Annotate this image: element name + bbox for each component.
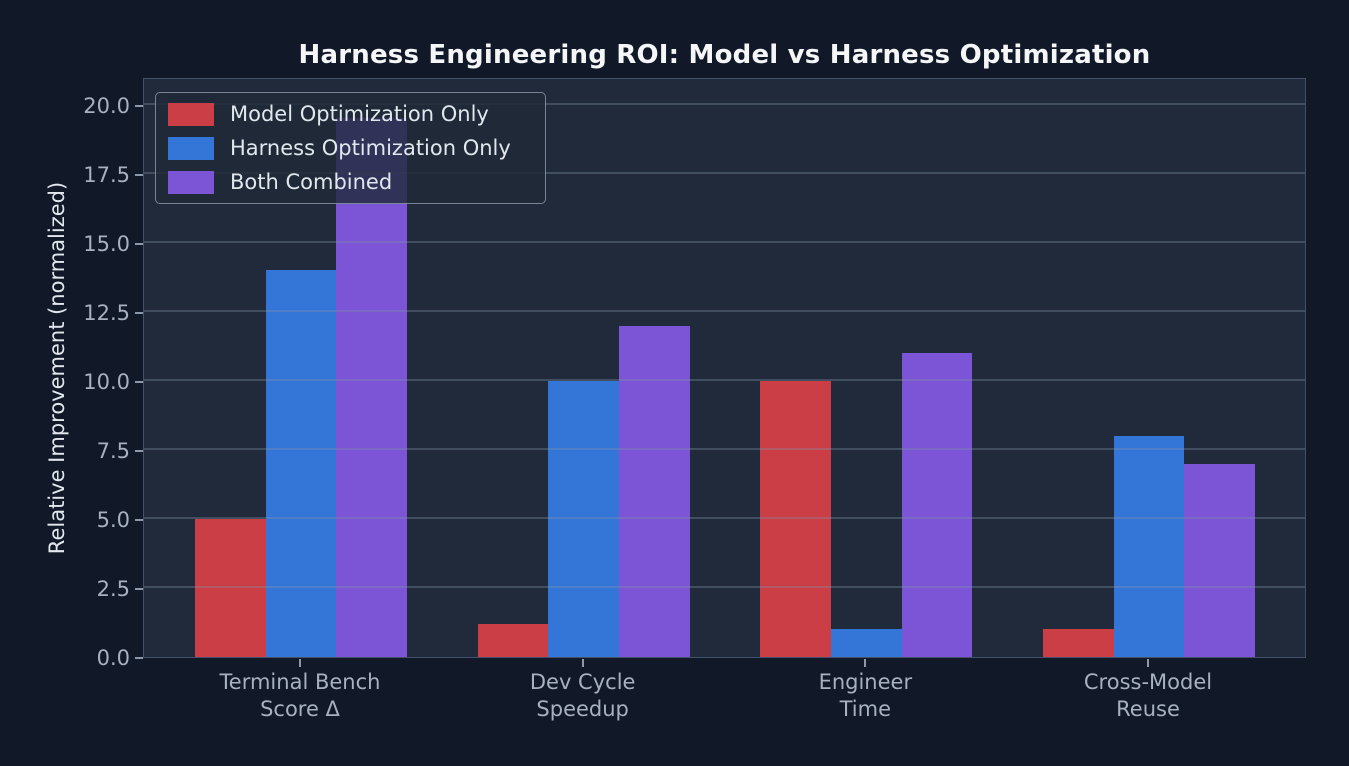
bar xyxy=(195,518,266,657)
y-tick-mark xyxy=(135,242,143,245)
gridline xyxy=(144,379,1305,381)
x-tick-label-line: Engineer xyxy=(818,670,913,694)
bar xyxy=(1043,629,1114,657)
y-tick-mark xyxy=(135,518,143,521)
legend-label: Both Combined xyxy=(230,170,393,194)
x-tick-mark xyxy=(864,659,867,667)
bar xyxy=(336,118,407,657)
gridline xyxy=(144,517,1305,519)
bar xyxy=(265,270,337,657)
gridline xyxy=(144,586,1305,588)
x-tick-mark xyxy=(581,659,584,667)
y-tick-label: 12.5 xyxy=(83,300,130,325)
y-tick-label: 2.5 xyxy=(96,576,130,601)
x-tick-label: Engineer Time xyxy=(725,669,1005,723)
x-tick-label: Cross-Model Reuse xyxy=(1008,669,1288,723)
x-tick-label: Terminal Bench Score Δ xyxy=(160,669,440,723)
y-tick-mark xyxy=(135,587,143,590)
chart-title: Harness Engineering ROI: Model vs Harnes… xyxy=(298,40,1151,70)
gridline xyxy=(144,310,1305,312)
x-tick-label-line: Time xyxy=(839,697,892,721)
x-tick-label-line: Cross-Model xyxy=(1083,670,1213,694)
x-tick-label-line: Reuse xyxy=(1116,697,1180,721)
bar xyxy=(901,353,973,657)
bar xyxy=(618,325,690,657)
y-tick-mark xyxy=(135,657,143,659)
y-tick-label: 20.0 xyxy=(83,93,130,118)
legend-label: Harness Optimization Only xyxy=(230,136,511,160)
y-tick-label: 15.0 xyxy=(83,231,130,256)
legend-swatch xyxy=(168,102,214,126)
x-tick-label-line: Dev Cycle xyxy=(529,670,636,694)
y-tick-label: 10.0 xyxy=(83,369,130,394)
y-tick-label: 5.0 xyxy=(96,507,130,532)
gridline xyxy=(144,241,1305,243)
y-tick-mark xyxy=(135,380,143,383)
legend-item: Model Optimization Only xyxy=(168,102,545,126)
gridline xyxy=(144,103,1305,105)
bar xyxy=(1113,436,1185,657)
y-tick-mark xyxy=(135,173,143,176)
gridline xyxy=(144,448,1305,450)
bar xyxy=(760,380,832,657)
bar xyxy=(548,380,619,657)
x-tick-mark xyxy=(299,659,301,667)
plot-area: Model Optimization Only Harness Optimizat… xyxy=(143,78,1306,658)
y-tick-label: 17.5 xyxy=(83,162,130,187)
legend-swatch xyxy=(168,136,214,160)
y-tick-label: 7.5 xyxy=(96,438,130,463)
y-tick-mark xyxy=(135,311,143,314)
gridline xyxy=(144,172,1305,174)
legend-item: Harness Optimization Only xyxy=(168,136,545,160)
bar xyxy=(477,623,549,657)
legend-label: Model Optimization Only xyxy=(230,102,489,126)
bar xyxy=(831,629,902,657)
bar xyxy=(1184,463,1255,657)
legend-swatch xyxy=(168,170,214,194)
x-tick-label-line: Speedup xyxy=(536,697,629,721)
x-tick-mark xyxy=(1147,659,1149,667)
y-tick-mark xyxy=(135,449,143,452)
x-tick-label: Dev Cycle Speedup xyxy=(443,669,723,723)
y-tick-label: 0.0 xyxy=(96,646,130,670)
legend: Model Optimization Only Harness Optimizat… xyxy=(155,92,546,204)
x-tick-label-line: Score Δ xyxy=(260,697,340,721)
y-tick-mark xyxy=(135,104,143,107)
x-tick-label-line: Terminal Bench xyxy=(219,670,381,694)
legend-item: Both Combined xyxy=(168,170,545,194)
